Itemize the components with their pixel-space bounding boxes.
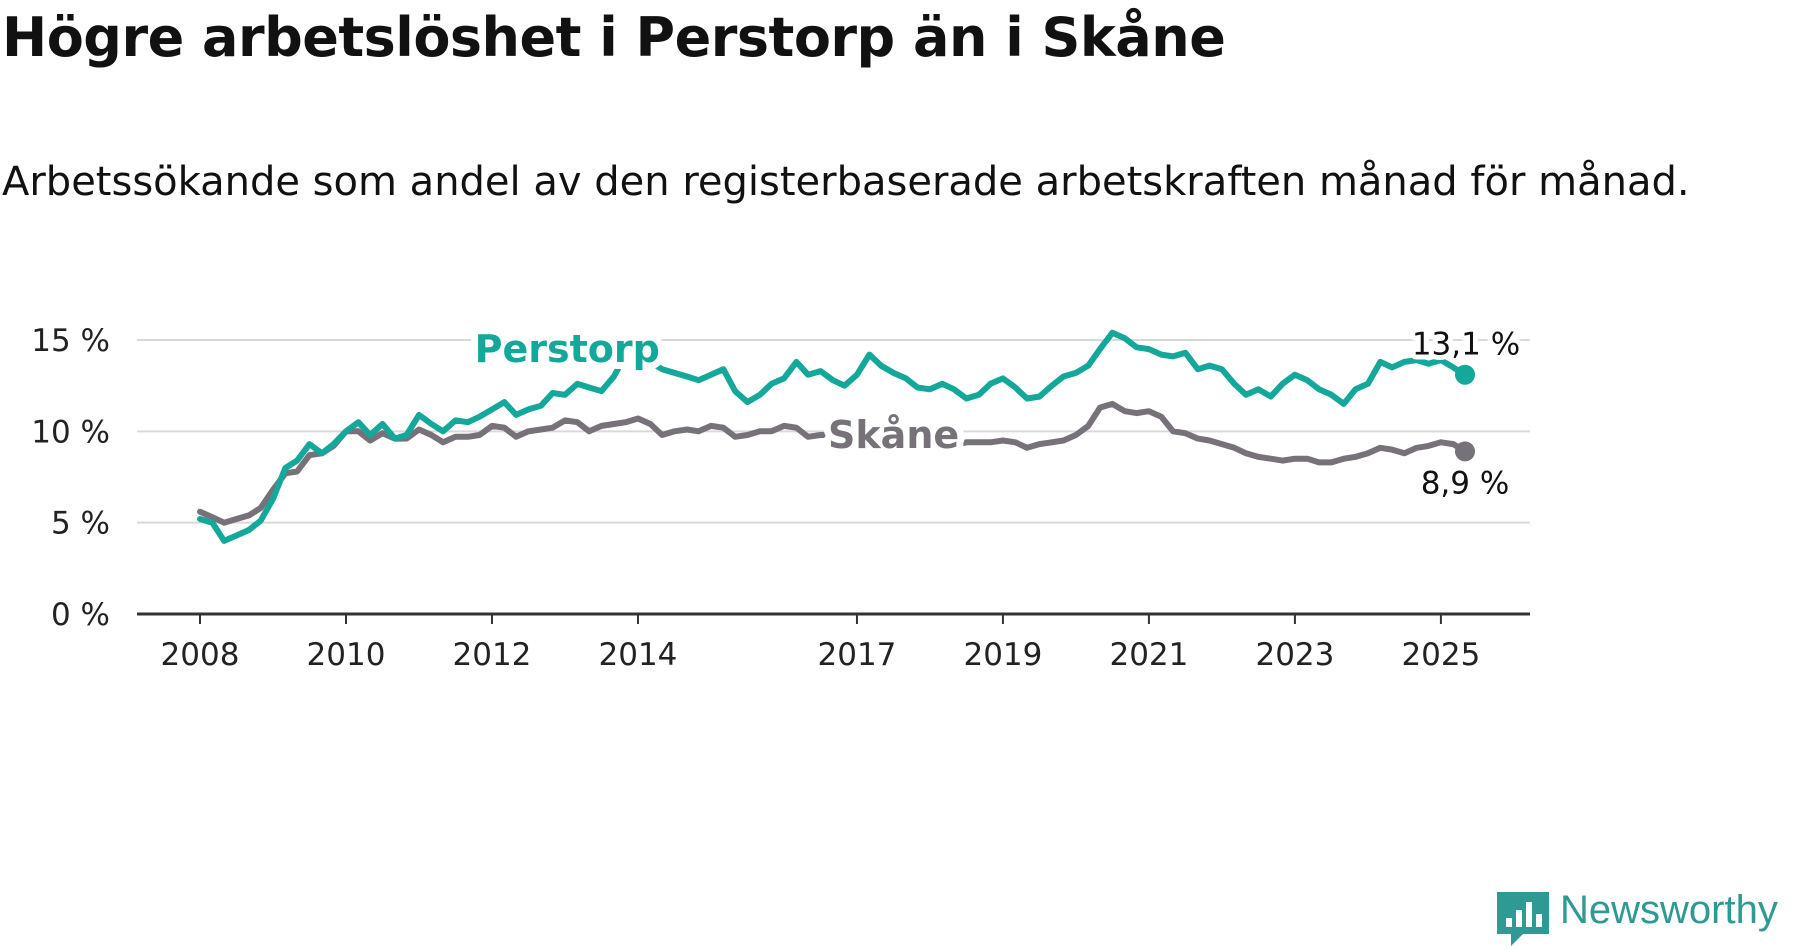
x-tick-label: 2008 bbox=[161, 637, 240, 673]
x-tick-label: 2017 bbox=[818, 637, 897, 673]
end-point-marker bbox=[1455, 441, 1475, 462]
chart-title: Högre arbetslöshet i Perstorp än i Skåne bbox=[2, 6, 1226, 69]
x-tick-label: 2010 bbox=[307, 637, 386, 673]
x-tick-label: 2019 bbox=[963, 637, 1042, 673]
y-tick-label: 15 % bbox=[31, 323, 110, 359]
brand-name: Newsworthy bbox=[1560, 888, 1778, 932]
series-line-skane bbox=[197, 400, 1468, 526]
y-tick-label: 10 % bbox=[31, 414, 110, 450]
y-tick-label: 0 % bbox=[51, 597, 110, 633]
series-label: Skåne bbox=[828, 413, 959, 457]
end-point-marker bbox=[1455, 364, 1475, 385]
end-value-label: 8,9 % bbox=[1421, 465, 1510, 501]
y-tick-label: 5 % bbox=[51, 506, 110, 542]
x-tick-label: 2014 bbox=[599, 637, 678, 673]
x-tick-label: 2021 bbox=[1109, 637, 1188, 673]
series-line-perstorp bbox=[197, 329, 1468, 544]
x-tick-label: 2012 bbox=[453, 637, 532, 673]
series-label: Perstorp bbox=[475, 327, 660, 371]
chart-subtitle: Arbetssökande som andel av den registerb… bbox=[2, 159, 1690, 205]
end-value-label: 13,1 % bbox=[1412, 327, 1520, 363]
x-tick-label: 2023 bbox=[1255, 637, 1334, 673]
bar-chart-speech-bubble-icon bbox=[1497, 892, 1549, 946]
x-tick-label: 2025 bbox=[1401, 637, 1480, 673]
